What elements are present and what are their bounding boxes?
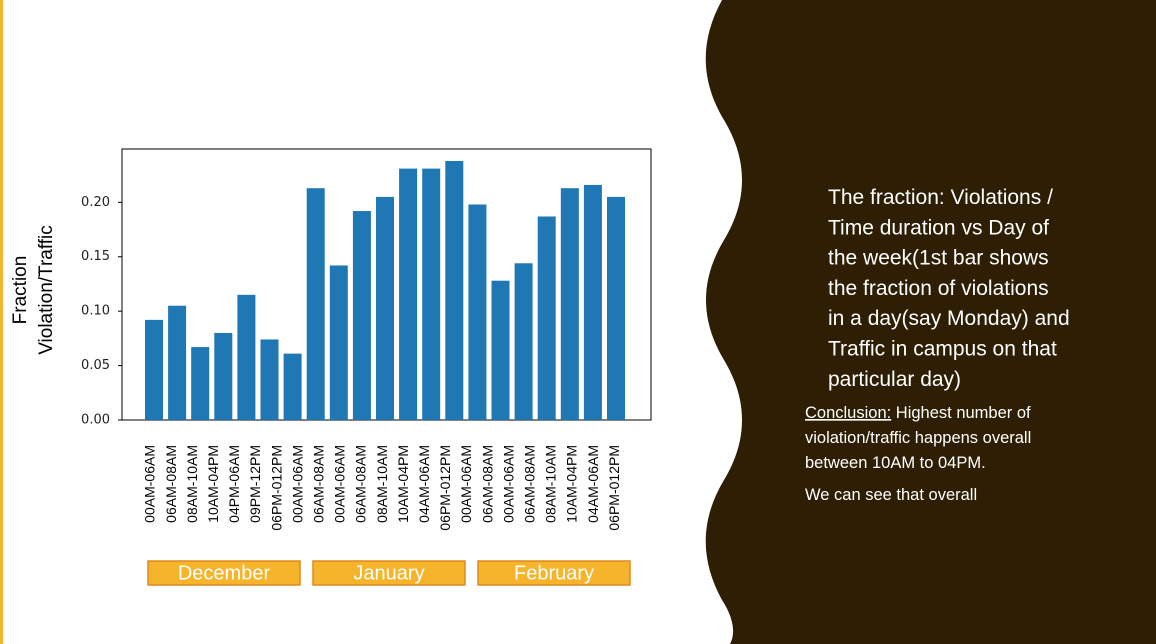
bar [306, 188, 325, 420]
bar [537, 216, 556, 420]
time-label: 06AM-08AM [522, 445, 538, 523]
description-line: Traffic in campus on that [828, 338, 1057, 361]
description-line: the week(1st bar shows [828, 247, 1049, 270]
conclusion-label: Conclusion: [805, 404, 891, 422]
time-label: 06PM-012PM [437, 445, 453, 531]
month-label: December [178, 562, 271, 584]
month-label: January [353, 562, 424, 584]
bar [583, 184, 602, 420]
y-tick-label: 0.00 [81, 413, 110, 428]
bar [237, 294, 256, 420]
time-label: 06PM-012PM [268, 445, 284, 531]
time-label: 08AM-10AM [184, 445, 200, 523]
time-label: 06AM-08AM [479, 445, 495, 523]
bar [560, 188, 579, 420]
time-label: 00AM-06AM [500, 445, 516, 523]
time-label: 06AM-08AM [353, 445, 369, 523]
conclusion-line: between 10AM to 04PM. [805, 454, 986, 472]
time-label: 06AM-08AM [163, 445, 179, 523]
bar [422, 168, 441, 420]
y-tick-label: 0.20 [81, 195, 110, 210]
time-label: 10AM-04PM [564, 445, 580, 523]
bar [468, 204, 487, 420]
time-label: 00AM-06AM [458, 445, 474, 523]
conclusion-line: violation/traffic happens overall [805, 429, 1031, 447]
time-label: 10AM-04PM [395, 445, 411, 523]
conclusion-text: Highest number of [891, 404, 1031, 422]
bar [376, 196, 394, 420]
bar [145, 319, 163, 420]
time-label: 08AM-10AM [374, 445, 390, 523]
time-label: 04AM-06AM [416, 445, 432, 523]
time-label: 09PM-12PM [247, 445, 263, 523]
y-axis-label: Violation/Traffic [36, 225, 57, 355]
time-label: 04PM-06AM [226, 445, 242, 523]
left-border [0, 0, 3, 644]
time-label: 04AM-06AM [585, 445, 601, 523]
time-label: 06AM-08AM [311, 445, 327, 523]
month-box [147, 560, 301, 586]
bar [352, 211, 371, 420]
description-line: particular day) [828, 368, 961, 391]
bar [283, 353, 302, 420]
bar [260, 339, 279, 420]
month-box [477, 560, 631, 586]
month-label: February [514, 562, 594, 584]
bar [168, 305, 187, 420]
y-tick-label: 0.05 [81, 358, 110, 373]
time-label: 08AM-10AM [543, 445, 559, 523]
description-line: The fraction: Violations / [828, 186, 1053, 209]
y-tick-label: 0.10 [81, 304, 110, 319]
bar [329, 265, 348, 420]
note: We can see that overall [805, 486, 977, 504]
description-line: the fraction of violations [828, 277, 1049, 300]
dark-panel [705, 0, 1156, 644]
month-box [312, 560, 466, 586]
description-line: in a day(say Monday) and [828, 307, 1070, 330]
time-label: 00AM-06AM [332, 445, 348, 523]
bar [191, 347, 210, 420]
time-label: 10AM-04PM [205, 445, 221, 523]
bar [514, 263, 533, 420]
y-axis-label: Fraction [10, 256, 31, 325]
time-label: 00AM-06AM [142, 445, 158, 523]
y-tick-label: 0.15 [81, 249, 110, 264]
bar [445, 160, 464, 420]
time-label: 06PM-012PM [606, 445, 622, 531]
description-line: Time duration vs Day of [828, 216, 1049, 239]
conclusion-line: Conclusion: Highest number of [805, 404, 1031, 422]
bar [491, 280, 510, 420]
bar [607, 196, 625, 420]
bar [399, 168, 418, 420]
bar [214, 332, 233, 420]
time-label: 00AM-06AM [289, 445, 305, 523]
